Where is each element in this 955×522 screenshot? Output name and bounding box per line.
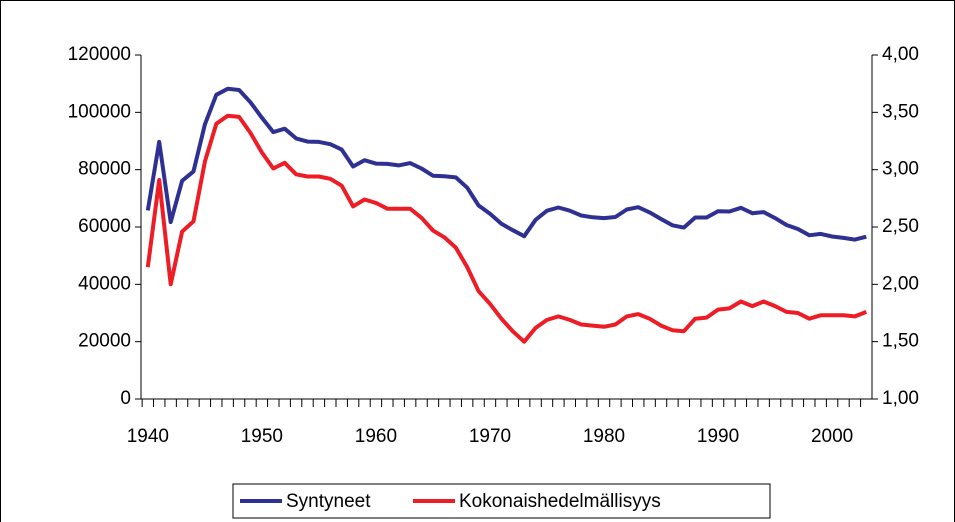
y-tick-label: 20000 [78,331,131,352]
y-tick-label: 40000 [78,273,131,294]
series-line [145,86,867,242]
y-tick-label: 0 [120,388,131,409]
x-tick-label: 1940 [127,426,169,447]
y2-tick-label: 1,50 [882,331,919,352]
y2-tick-label: 3,00 [882,159,919,180]
legend-label: Syntyneet [286,491,371,512]
y2-tick-label: 1,00 [882,388,919,409]
y2-tick-label: 2,00 [882,273,919,294]
x-tick-label: 1970 [469,426,511,447]
legend-box [232,483,771,519]
y-tick-label: 120000 [68,44,131,65]
y-tick-label: 60000 [78,216,131,237]
x-tick-label: 2000 [811,426,853,447]
x-tick-label: 1980 [583,426,625,447]
y2-tick-label: 2,50 [882,216,919,237]
legend-label: Kokonaishedelmällisyys [459,491,661,512]
y-tick-label: 80000 [78,159,131,180]
x-tick-label: 1950 [241,426,283,447]
y-tick-label: 100000 [68,101,131,122]
series-line [145,113,868,344]
x-tick-label: 1990 [697,426,739,447]
x-tick-label: 1960 [355,426,397,447]
y2-tick-label: 4,00 [882,44,919,65]
y2-tick-label: 3,50 [882,101,919,122]
